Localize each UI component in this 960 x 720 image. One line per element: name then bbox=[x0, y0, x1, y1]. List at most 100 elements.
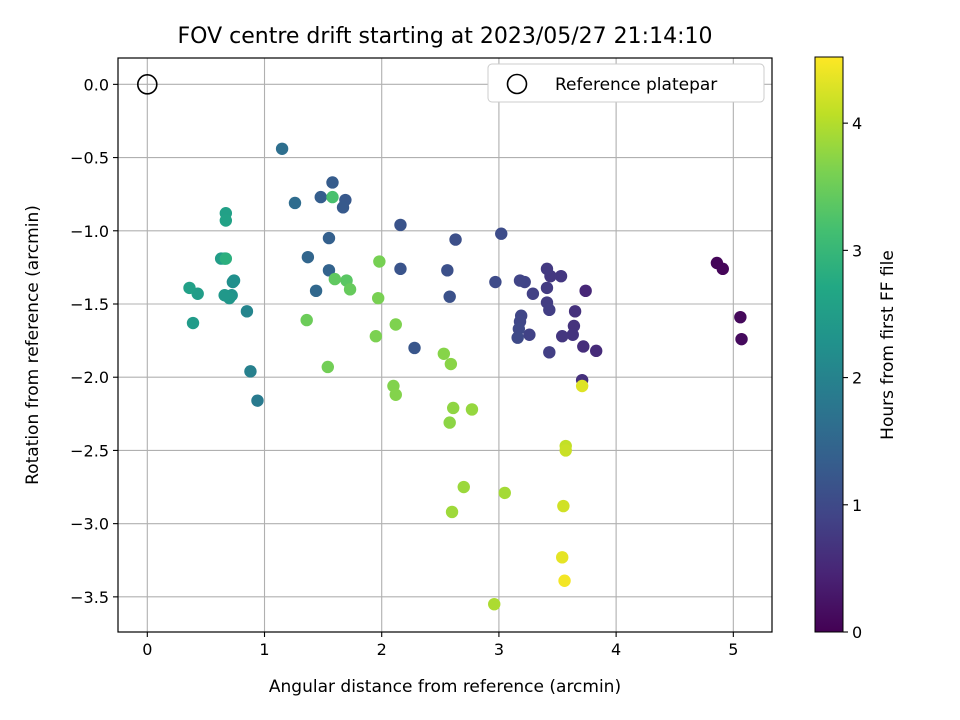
data-point bbox=[240, 305, 254, 318]
x-tick-label: 2 bbox=[377, 640, 387, 659]
data-point bbox=[227, 274, 241, 287]
data-point bbox=[309, 284, 323, 298]
y-axis-label: Rotation from reference (arcmin) bbox=[23, 205, 43, 485]
data-point bbox=[408, 341, 421, 355]
data-point bbox=[575, 379, 589, 393]
colorbar: 0 1 2 3 4 Hours from first FF file bbox=[814, 56, 898, 642]
data-point bbox=[369, 330, 383, 343]
data-point bbox=[322, 231, 336, 245]
data-point bbox=[389, 318, 402, 331]
y-axis-ticks: 0.0 −0.5 −1.0 −1.5 −2.0 −2.5 −3.0 −3.5 bbox=[70, 75, 118, 607]
data-point bbox=[300, 313, 313, 327]
data-point bbox=[301, 250, 315, 264]
data-point bbox=[449, 233, 462, 246]
colorbar-label: Hours from first FF file bbox=[878, 250, 898, 440]
data-point bbox=[218, 289, 231, 302]
x-tick-label: 1 bbox=[259, 640, 269, 659]
data-point bbox=[554, 269, 568, 283]
data-point bbox=[543, 303, 556, 317]
data-point bbox=[579, 284, 592, 298]
data-point bbox=[443, 416, 456, 429]
data-points bbox=[183, 142, 748, 611]
data-point bbox=[326, 190, 339, 204]
data-point bbox=[343, 283, 357, 296]
data-point bbox=[540, 281, 554, 295]
data-point bbox=[489, 275, 502, 289]
colorbar-tick-label: 2 bbox=[852, 369, 862, 388]
data-point bbox=[556, 551, 569, 564]
y-tick-label: −1.5 bbox=[70, 295, 109, 314]
y-tick-label: −3.5 bbox=[70, 588, 109, 607]
data-point bbox=[540, 262, 554, 276]
data-point bbox=[219, 214, 233, 227]
legend-box bbox=[487, 63, 765, 103]
data-point bbox=[556, 330, 569, 343]
data-point bbox=[373, 255, 386, 268]
data-point bbox=[441, 264, 454, 277]
data-point bbox=[326, 176, 339, 189]
plot-frame bbox=[117, 57, 773, 633]
data-point bbox=[275, 142, 289, 155]
x-tick-label: 3 bbox=[494, 640, 504, 659]
data-point bbox=[498, 486, 511, 500]
data-point bbox=[371, 291, 385, 305]
legend: Reference platepar bbox=[487, 63, 765, 103]
data-point bbox=[244, 365, 257, 378]
legend-reference-label: Reference platepar bbox=[555, 75, 717, 95]
x-tick-label: 0 bbox=[142, 640, 152, 659]
y-tick-label: −2.0 bbox=[70, 368, 109, 387]
colorbar-tick-label: 3 bbox=[852, 241, 862, 260]
data-point bbox=[447, 401, 460, 415]
legend-reference-marker bbox=[506, 73, 528, 95]
data-point bbox=[734, 310, 747, 324]
data-point bbox=[219, 252, 233, 265]
y-tick-label: 0.0 bbox=[84, 75, 109, 94]
x-tick-label: 5 bbox=[728, 640, 738, 659]
data-point bbox=[183, 281, 196, 295]
y-tick-label: −1.0 bbox=[70, 222, 109, 241]
data-point bbox=[495, 227, 508, 240]
data-point bbox=[336, 201, 350, 214]
x-tick-label: 4 bbox=[611, 640, 621, 659]
data-point bbox=[559, 444, 572, 457]
data-point bbox=[445, 505, 459, 519]
data-point bbox=[321, 360, 334, 374]
data-point bbox=[716, 262, 729, 276]
data-point bbox=[288, 196, 302, 210]
data-point bbox=[488, 597, 501, 611]
colorbar-ticks: 0 1 2 3 4 bbox=[843, 114, 862, 642]
data-point bbox=[457, 480, 470, 494]
data-point bbox=[558, 574, 571, 587]
colorbar-tick-label: 0 bbox=[852, 623, 862, 642]
data-point bbox=[437, 347, 451, 360]
colorbar-gradient bbox=[814, 56, 844, 633]
data-point bbox=[314, 190, 327, 204]
y-tick-label: −3.0 bbox=[70, 515, 109, 534]
y-tick-label: −2.5 bbox=[70, 441, 109, 460]
data-point bbox=[523, 328, 536, 341]
x-axis-ticks: 0 1 2 3 4 5 bbox=[142, 632, 738, 659]
data-point bbox=[394, 262, 407, 276]
data-point bbox=[444, 357, 458, 371]
data-point bbox=[566, 328, 579, 341]
data-point bbox=[735, 332, 748, 346]
data-point bbox=[526, 287, 540, 300]
data-point bbox=[511, 331, 524, 344]
data-point bbox=[389, 388, 402, 401]
data-point bbox=[328, 272, 342, 286]
reference-marker bbox=[137, 74, 158, 95]
y-tick-label: −0.5 bbox=[70, 149, 109, 168]
data-point bbox=[322, 264, 336, 277]
chart-title: FOV centre drift starting at 2023/05/27 … bbox=[178, 24, 713, 49]
data-point bbox=[577, 340, 590, 353]
grid-lines bbox=[118, 58, 772, 632]
data-point bbox=[186, 316, 200, 330]
data-point bbox=[394, 218, 407, 232]
data-point bbox=[589, 344, 603, 358]
data-point bbox=[543, 346, 556, 359]
x-axis-label: Angular distance from reference (arcmin) bbox=[269, 677, 621, 697]
data-point bbox=[513, 274, 527, 287]
data-point bbox=[568, 305, 582, 318]
data-point bbox=[557, 499, 570, 513]
